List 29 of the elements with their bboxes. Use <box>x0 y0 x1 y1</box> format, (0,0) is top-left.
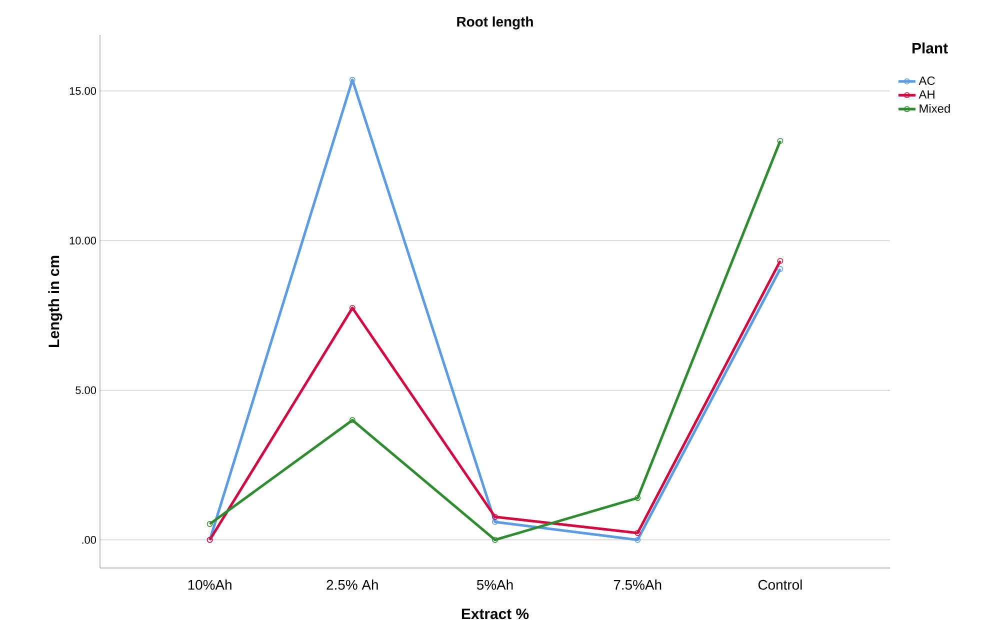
x-tick-label: 7.5%Ah <box>614 580 662 590</box>
point <box>492 536 498 543</box>
y-tick-label: 15.00 <box>70 87 96 95</box>
x-tick-label: Control <box>758 580 802 590</box>
point <box>492 518 498 525</box>
legend-title: Plant <box>912 42 948 54</box>
legend-label: Mixed <box>920 104 950 113</box>
y-axis-title: Length in cm <box>48 256 62 347</box>
point <box>634 536 641 543</box>
point <box>349 417 356 424</box>
y-tick-label: 5.00 <box>76 386 96 394</box>
point <box>777 266 784 272</box>
chart-title: Root length <box>457 16 533 30</box>
point <box>777 138 784 144</box>
point <box>777 258 784 264</box>
point <box>349 304 356 311</box>
x-axis-title: Extract % <box>462 608 529 620</box>
y-tick-label: 10.00 <box>70 236 96 244</box>
x-tick-label: 5%Ah <box>476 580 513 590</box>
point <box>634 494 641 501</box>
legend-label: AC <box>918 76 935 85</box>
x-tick-label: 2.5% Ah <box>326 580 378 590</box>
legend-label: AH <box>918 90 934 99</box>
point <box>634 530 641 536</box>
y-tick-label: .00 <box>82 536 96 544</box>
point <box>492 514 498 520</box>
point <box>206 521 213 527</box>
x-tick-label: 10%Ah <box>188 580 232 590</box>
point <box>349 76 356 83</box>
